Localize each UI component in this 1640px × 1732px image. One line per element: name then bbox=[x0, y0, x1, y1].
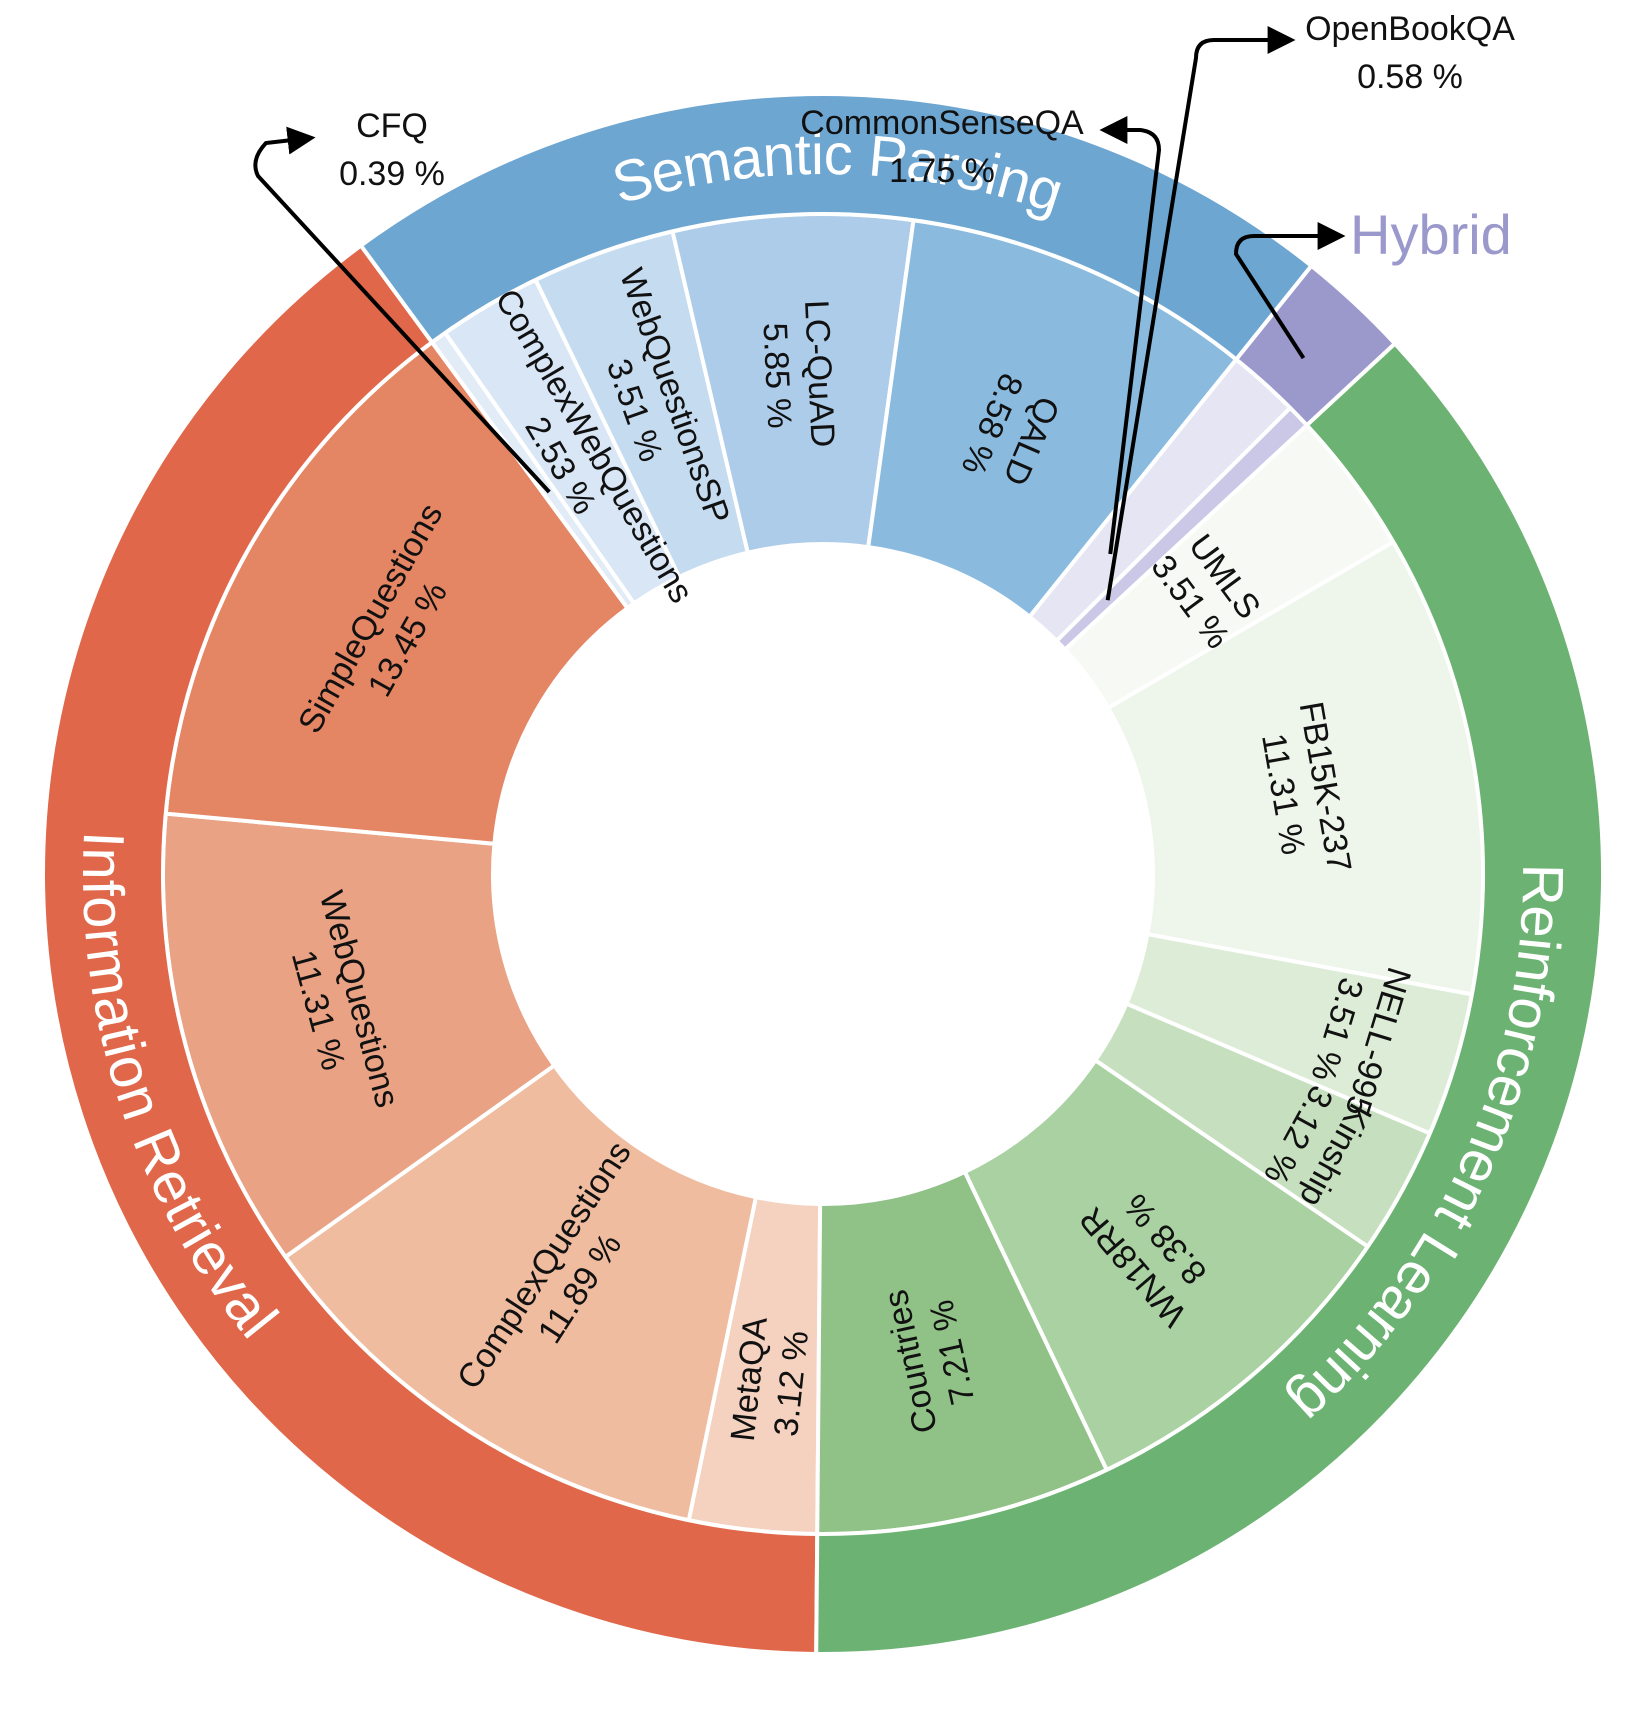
callout-value-cfq: 0.39 % bbox=[339, 155, 445, 193]
callout-line-hybrid bbox=[1233, 222, 1346, 360]
callouts: CFQ 0.39 % CommonSenseQA 1.75 % OpenBookQA 0.… bbox=[253, 10, 1515, 601]
callout-label-hybrid: Hybrid bbox=[1350, 203, 1512, 266]
callout-label-commonsenseqa: CommonSenseQA bbox=[800, 104, 1084, 142]
callout-value-openbookqa: 0.58 % bbox=[1357, 58, 1463, 96]
segment-value-lc-quad: 5.85 % bbox=[755, 322, 798, 430]
segment-label-lc-quad: LC-QuAD bbox=[797, 299, 842, 448]
category-arc-reinforcement-learning bbox=[814, 340, 1605, 1656]
category-arc-information-retrieval bbox=[41, 242, 820, 1656]
callout-line-openbookqa bbox=[1105, 26, 1296, 601]
callout-value-commonsenseqa: 1.75 % bbox=[889, 152, 995, 190]
callout-label-cfq: CFQ bbox=[356, 107, 428, 145]
callout-label-openbookqa: OpenBookQA bbox=[1305, 10, 1515, 48]
chart-rings bbox=[41, 92, 1605, 1656]
callout-line-cfq bbox=[253, 126, 551, 494]
callout-line-commonsenseqa bbox=[1099, 116, 1162, 555]
